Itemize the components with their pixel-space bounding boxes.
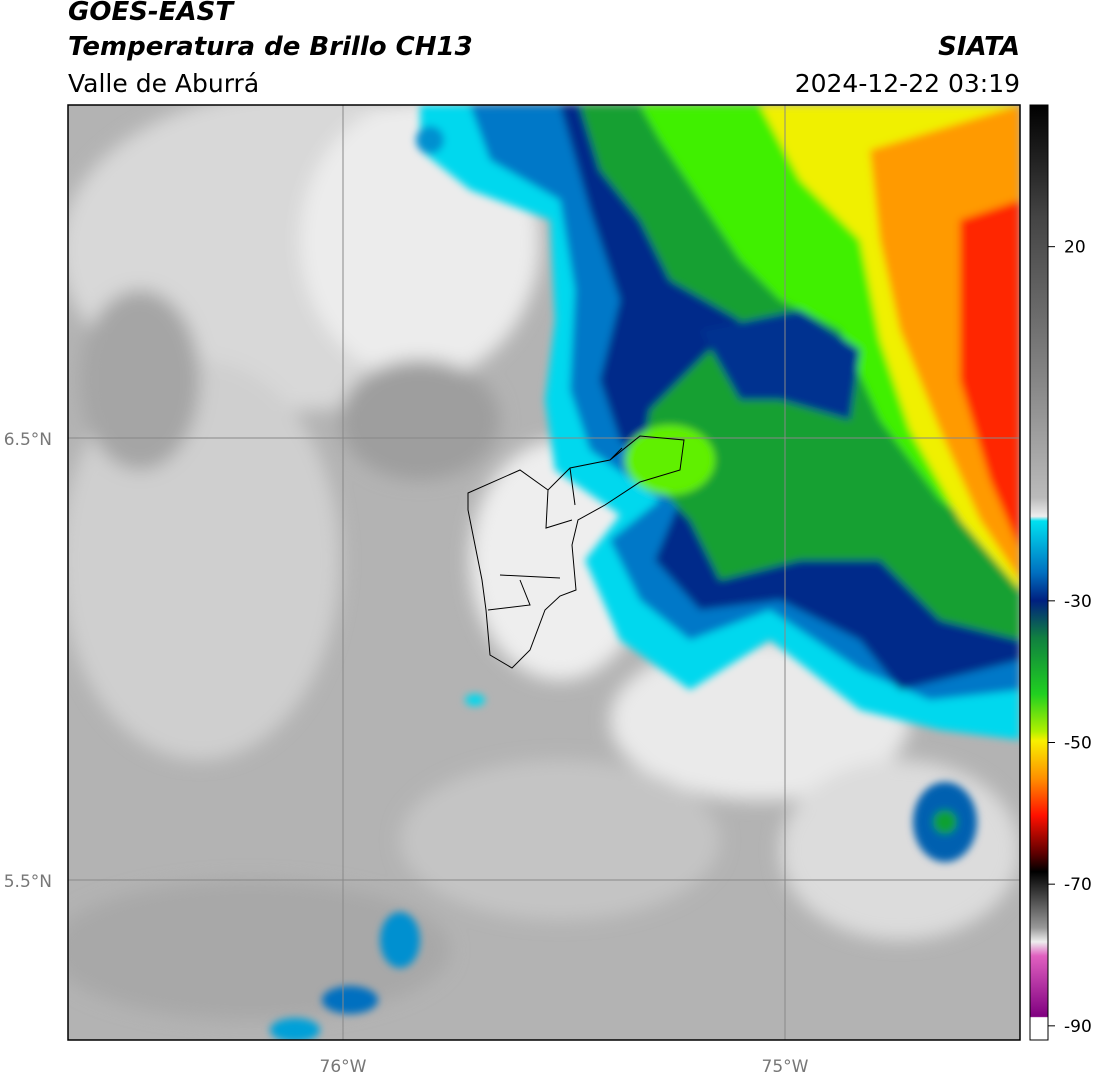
datetime-label: 2024-12-22 03:19 xyxy=(795,69,1020,98)
patch xyxy=(400,760,720,920)
lon-label: 75°W xyxy=(762,1057,809,1077)
lat-label: 5.5°N xyxy=(4,872,52,892)
patch xyxy=(68,880,450,1020)
cloud-core xyxy=(700,310,860,420)
colorbar-tick-label: -90 xyxy=(1064,1017,1092,1037)
agency-label: SIATA xyxy=(938,32,1020,62)
cloud-small xyxy=(380,912,420,968)
colorbar xyxy=(1029,104,1049,1041)
municipality-boundaries xyxy=(467,435,685,669)
lon-label: 76°W xyxy=(320,1057,367,1077)
colorbar-tick-label: 20 xyxy=(1064,238,1086,258)
colorbar-tick-label: -70 xyxy=(1064,875,1092,895)
cloud-small xyxy=(416,126,444,154)
cloud-red xyxy=(960,200,1020,550)
satellite-image xyxy=(68,105,1020,1040)
product-title: Temperatura de Brillo CH13 xyxy=(68,32,473,62)
map-frame xyxy=(67,104,1021,1041)
patch xyxy=(780,760,1020,940)
patch xyxy=(340,360,500,480)
lat-label: 6.5°N xyxy=(4,430,52,450)
patch xyxy=(80,290,200,470)
cloud-small xyxy=(465,694,485,706)
cloud-small xyxy=(933,810,957,834)
colorbar-tick-label: -50 xyxy=(1064,734,1092,754)
cloud-small xyxy=(270,1018,320,1040)
cloud-small xyxy=(322,986,378,1014)
region-label: Valle de Aburrá xyxy=(68,69,259,98)
cloud-core xyxy=(625,425,715,495)
cold-clouds xyxy=(270,105,1020,1040)
satellite-title: GOES-EAST xyxy=(68,0,235,27)
colorbar-tick-label: -30 xyxy=(1064,592,1092,612)
